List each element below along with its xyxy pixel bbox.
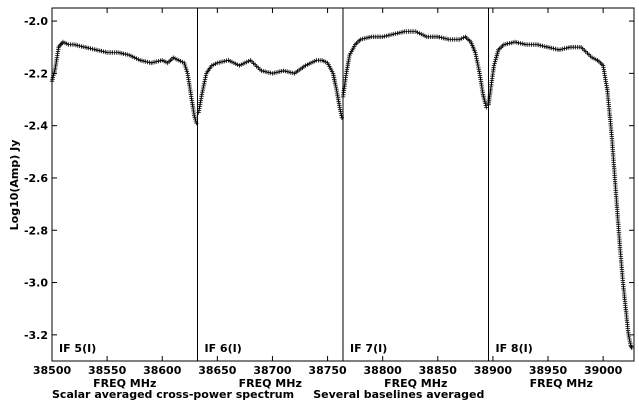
panel-frame: [342, 7, 489, 362]
x-axis-label: FREQ MHz: [530, 377, 593, 390]
data-points: [486, 39, 634, 351]
x-tick-label: 38550: [88, 364, 127, 377]
x-tick-label: 38600: [143, 364, 182, 377]
panel-frame: [488, 7, 635, 362]
x-tick-label: 38500: [33, 364, 72, 377]
data-points: [340, 29, 489, 110]
x-axis-label: FREQ MHz: [384, 377, 447, 390]
x-axis-label: FREQ MHz: [239, 377, 302, 390]
data-points: [196, 58, 345, 120]
x-tick-label: 39000: [584, 364, 623, 377]
y-tick-label: -2.0: [24, 15, 48, 28]
data-points: [49, 39, 199, 126]
y-tick-label: -3.2: [24, 329, 48, 342]
x-tick-label: 38650: [198, 364, 237, 377]
panel-6: 38650 38700 38750 FREQ MHz IF 6(I): [196, 7, 347, 390]
panel-label: IF 5(I): [59, 342, 96, 355]
panel-label: IF 7(I): [350, 342, 387, 355]
x-axis-label: FREQ MHz: [93, 377, 156, 390]
y-tick-label: -2.2: [24, 67, 48, 80]
footer-caption: Scalar averaged cross-power spectrum Sev…: [52, 388, 484, 401]
y-axis: -2.0 -2.2 -2.4 -2.6 -2.8 -3.0 -3.2: [24, 15, 634, 342]
y-tick-label: -2.4: [24, 120, 48, 133]
panel-label: IF 8(I): [496, 342, 533, 355]
y-tick-label: -2.6: [24, 172, 48, 185]
x-tick-label: 38800: [364, 364, 403, 377]
x-tick-label: 38750: [308, 364, 347, 377]
x-tick-label: 38900: [474, 364, 513, 377]
panel-frame: [51, 7, 198, 362]
x-tick-label: 38950: [529, 364, 568, 377]
y-tick-label: -3.0: [24, 277, 48, 290]
y-axis-label: Log10(Amp) Jy: [8, 140, 21, 231]
y-tick-label: -2.8: [24, 224, 48, 237]
x-tick-label: 38700: [253, 364, 292, 377]
panel-label: IF 6(I): [205, 342, 242, 355]
x-tick-label: 38850: [419, 364, 458, 377]
